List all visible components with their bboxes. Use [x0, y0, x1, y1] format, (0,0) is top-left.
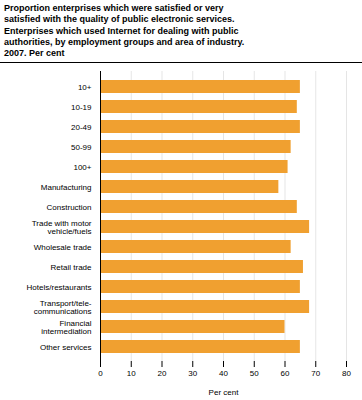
svg-text:10+: 10+: [78, 83, 92, 92]
svg-text:70: 70: [311, 369, 320, 378]
svg-text:20: 20: [158, 369, 167, 378]
svg-text:40: 40: [219, 369, 228, 378]
svg-text:0: 0: [98, 369, 103, 378]
svg-text:Wholesale trade: Wholesale trade: [34, 243, 92, 252]
svg-text:10: 10: [127, 369, 136, 378]
svg-text:Other services: Other services: [40, 343, 92, 352]
svg-text:Transport/tele-communications: Transport/tele-communications: [34, 299, 92, 316]
svg-text:50: 50: [250, 369, 259, 378]
svg-text:Retail trade: Retail trade: [51, 263, 92, 272]
svg-text:10-19: 10-19: [71, 103, 92, 112]
svg-text:80: 80: [342, 369, 351, 378]
svg-text:30: 30: [188, 369, 197, 378]
svg-text:Manufacturing: Manufacturing: [41, 183, 92, 192]
svg-text:Trade with motorvehicle/fuels: Trade with motorvehicle/fuels: [32, 219, 92, 236]
svg-text:Per cent: Per cent: [209, 388, 240, 397]
svg-text:50-99: 50-99: [71, 143, 92, 152]
html-text:Proportion enterprises which w: Proportion enterprises which were satisf…: [4, 3, 245, 58]
svg-text:Construction: Construction: [47, 203, 92, 212]
svg-text:Hotels/restaurants: Hotels/restaurants: [27, 283, 92, 292]
svg-text:60: 60: [281, 369, 290, 378]
svg-text:100+: 100+: [73, 163, 91, 172]
svg-text:20-49: 20-49: [71, 123, 92, 132]
svg-text:Financialintermediation: Financialintermediation: [41, 319, 91, 336]
